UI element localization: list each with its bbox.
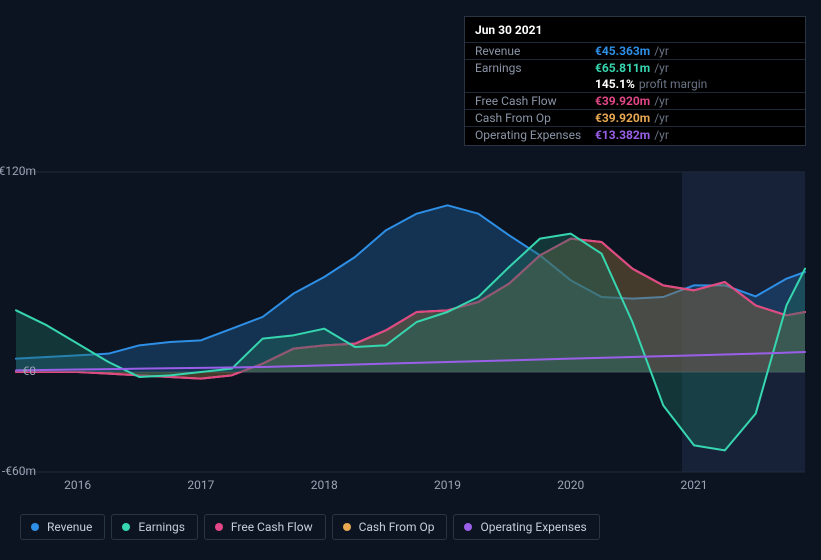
y-tick-label: -€60m	[2, 464, 36, 478]
chart-legend: Revenue Earnings Free Cash Flow Cash From O…	[20, 514, 600, 540]
legend-dot-icon	[215, 523, 223, 531]
tooltip-row: 145.1%profit margin	[465, 76, 805, 92]
x-tick-label: 2016	[64, 478, 91, 492]
tooltip-row-label: Earnings	[475, 61, 595, 75]
tooltip-row: Revenue€45.363m/yr	[465, 42, 805, 59]
legend-item[interactable]: Earnings	[111, 514, 198, 540]
tooltip-row-label	[475, 77, 595, 91]
tooltip-row-label: Free Cash Flow	[475, 94, 595, 108]
chart-tooltip: Jun 30 2021 Revenue€45.363m/yrEarnings€6…	[464, 16, 806, 146]
legend-dot-icon	[343, 523, 351, 531]
tooltip-row-value: 145.1%profit margin	[595, 77, 795, 91]
tooltip-row-value: €39.920m/yr	[595, 94, 795, 108]
tooltip-row-label: Cash From Op	[475, 111, 595, 125]
tooltip-row: Free Cash Flow€39.920m/yr	[465, 92, 805, 109]
y-tick-label: €0	[23, 364, 37, 378]
tooltip-row-label: Revenue	[475, 44, 595, 58]
legend-label: Cash From Op	[359, 520, 435, 534]
legend-item[interactable]: Operating Expenses	[453, 514, 599, 540]
x-tick-label: 2021	[681, 478, 708, 492]
legend-item[interactable]: Cash From Op	[332, 514, 448, 540]
legend-dot-icon	[122, 523, 130, 531]
tooltip-row-label: Operating Expenses	[475, 128, 595, 142]
tooltip-row: Earnings€65.811m/yr	[465, 59, 805, 76]
tooltip-row: Cash From Op€39.920m/yr	[465, 109, 805, 126]
x-tick-label: 2017	[187, 478, 214, 492]
y-tick-label: €120m	[0, 164, 36, 178]
legend-label: Revenue	[47, 520, 92, 534]
legend-item[interactable]: Revenue	[20, 514, 105, 540]
legend-item[interactable]: Free Cash Flow	[204, 514, 326, 540]
tooltip-row: Operating Expenses€13.382m/yr	[465, 126, 805, 143]
tooltip-row-value: €45.363m/yr	[595, 44, 795, 58]
legend-dot-icon	[31, 523, 39, 531]
legend-label: Operating Expenses	[480, 520, 586, 534]
tooltip-row-value: €13.382m/yr	[595, 128, 795, 142]
tooltip-row-value: €65.811m/yr	[595, 61, 795, 75]
x-tick-label: 2019	[434, 478, 461, 492]
tooltip-row-value: €39.920m/yr	[595, 111, 795, 125]
x-tick-label: 2020	[557, 478, 584, 492]
legend-dot-icon	[464, 523, 472, 531]
legend-label: Earnings	[138, 520, 185, 534]
legend-label: Free Cash Flow	[231, 520, 313, 534]
tooltip-date: Jun 30 2021	[465, 23, 805, 42]
x-tick-label: 2018	[311, 478, 338, 492]
